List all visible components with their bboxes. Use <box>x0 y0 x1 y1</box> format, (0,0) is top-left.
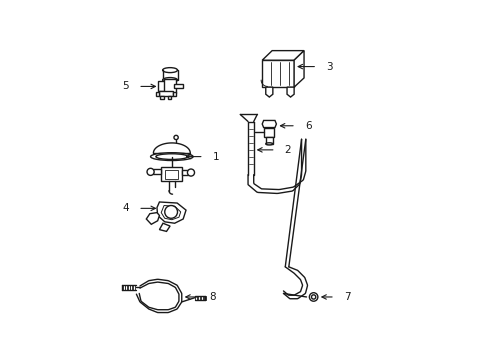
Bar <box>203 296 205 300</box>
Circle shape <box>311 295 315 299</box>
Text: 8: 8 <box>209 292 215 302</box>
Bar <box>198 296 199 300</box>
Polygon shape <box>161 167 182 181</box>
Text: 5: 5 <box>122 81 129 91</box>
Circle shape <box>147 168 154 175</box>
Polygon shape <box>265 87 272 97</box>
Polygon shape <box>262 121 276 127</box>
Text: 1: 1 <box>212 152 219 162</box>
Polygon shape <box>286 87 293 97</box>
Ellipse shape <box>156 154 187 159</box>
Polygon shape <box>167 96 171 99</box>
Polygon shape <box>160 96 163 99</box>
Ellipse shape <box>163 68 177 73</box>
Polygon shape <box>262 60 293 87</box>
Polygon shape <box>158 81 165 91</box>
Bar <box>122 285 124 289</box>
Ellipse shape <box>265 143 272 145</box>
Bar <box>128 285 129 289</box>
Circle shape <box>309 293 317 301</box>
Polygon shape <box>163 79 175 93</box>
Polygon shape <box>159 91 173 96</box>
Bar <box>201 296 203 300</box>
Polygon shape <box>182 170 188 175</box>
Bar <box>133 285 134 289</box>
Polygon shape <box>156 92 159 96</box>
Polygon shape <box>173 84 183 88</box>
Bar <box>264 127 274 138</box>
Text: 2: 2 <box>284 145 290 155</box>
Bar <box>125 285 127 289</box>
Polygon shape <box>262 51 304 60</box>
Text: 6: 6 <box>304 121 311 131</box>
Polygon shape <box>293 51 304 87</box>
Text: 4: 4 <box>122 203 129 213</box>
Circle shape <box>174 135 178 140</box>
Bar <box>265 138 272 144</box>
Polygon shape <box>159 223 170 231</box>
Circle shape <box>187 169 194 176</box>
Polygon shape <box>153 169 161 174</box>
Bar <box>195 296 196 300</box>
Polygon shape <box>173 92 176 96</box>
Circle shape <box>164 206 177 218</box>
Polygon shape <box>161 206 181 220</box>
Ellipse shape <box>163 77 177 82</box>
Ellipse shape <box>150 153 193 161</box>
Bar <box>130 285 132 289</box>
Text: 3: 3 <box>325 62 332 72</box>
Text: 7: 7 <box>343 292 350 302</box>
Polygon shape <box>146 213 159 224</box>
Polygon shape <box>157 202 185 223</box>
Bar <box>165 170 178 179</box>
